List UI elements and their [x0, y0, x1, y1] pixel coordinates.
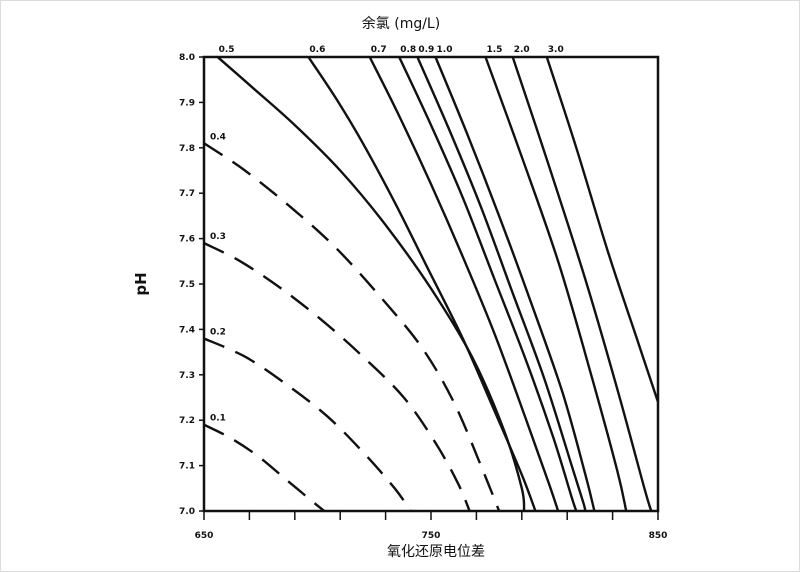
series-label-2.0: 2.0: [514, 45, 530, 55]
series-line-1.5: [484, 56, 628, 512]
series-line-0.3: [203, 242, 471, 512]
series-labels: 0.1 0.2 0.3 0.4 0.5 0.6 0.7 0.8 0.9 1.0 1.5 2.0 3.0: [210, 45, 564, 424]
x-axis: 650 750 850: [195, 511, 668, 541]
series-label-1.5: 1.5: [486, 45, 502, 55]
series-line-0.5: [216, 56, 526, 512]
series-line-0.9: [416, 56, 587, 512]
y-tick-label: 7.3: [179, 371, 195, 381]
y-tick-label: 7.9: [179, 98, 195, 108]
x-tick-label: 650: [195, 531, 214, 541]
series-label-0.8: 0.8: [400, 45, 416, 55]
series-line-1.0: [434, 56, 596, 512]
x-tick-label: 850: [649, 531, 668, 541]
series-label-0.3: 0.3: [210, 232, 226, 242]
y-tick-label: 7.0: [179, 507, 195, 517]
x-axis-title: 氧化还原电位差: [387, 544, 485, 560]
series-label-0.4: 0.4: [210, 132, 226, 142]
series-line-2.0: [511, 56, 653, 512]
y-tick-label: 7.5: [179, 280, 195, 290]
series-line-0.1: [203, 423, 326, 512]
series-line-0.2: [203, 337, 412, 512]
x-tick-label: 750: [422, 531, 441, 541]
series-label-1.0: 1.0: [437, 45, 453, 55]
y-tick-label: 8.0: [179, 53, 195, 63]
series-label-0.6: 0.6: [309, 45, 325, 55]
series-curves: [203, 56, 660, 512]
series-label-3.0: 3.0: [548, 45, 564, 55]
series-line-3.0: [545, 56, 660, 403]
series-label-0.2: 0.2: [210, 327, 226, 337]
y-tick-label: 7.1: [179, 462, 195, 472]
series-label-0.5: 0.5: [219, 45, 235, 55]
series-label-0.1: 0.1: [210, 414, 226, 424]
y-axis-title: pH: [132, 272, 150, 295]
series-line-0.6: [307, 56, 537, 512]
chart-title: 余氯 (mg/L): [362, 15, 440, 32]
series-label-0.7: 0.7: [371, 45, 387, 55]
series-line-0.4: [203, 142, 501, 512]
series-label-0.9: 0.9: [418, 45, 434, 55]
y-tick-label: 7.6: [179, 235, 195, 245]
series-line-0.8: [398, 56, 578, 512]
y-tick-label: 7.4: [179, 325, 195, 335]
y-tick-label: 7.2: [179, 416, 195, 426]
y-tick-label: 7.7: [179, 189, 195, 199]
series-line-0.7: [368, 56, 560, 512]
y-axis: 7.0 7.1 7.2 7.3 7.4 7.5 7.6 7.7 7.8 7.9 8.0: [179, 53, 204, 517]
y-tick-label: 7.8: [179, 144, 195, 154]
plot-area: 7.0 7.1 7.2 7.3 7.4 7.5 7.6 7.7 7.8 7.9 8.0 650 750…: [179, 45, 667, 541]
